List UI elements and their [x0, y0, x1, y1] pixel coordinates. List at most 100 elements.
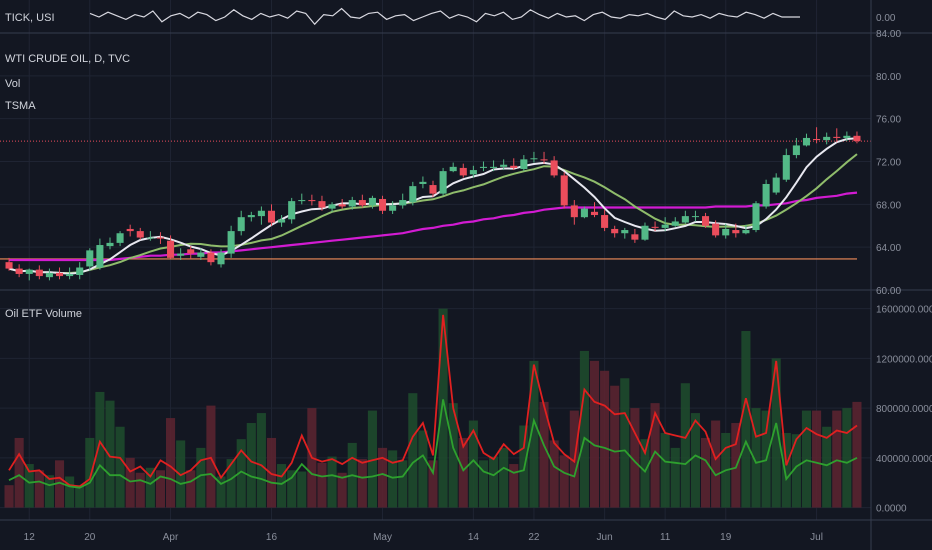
- volume-bar[interactable]: [216, 476, 226, 508]
- candle-body[interactable]: [722, 228, 730, 236]
- price-tick-label[interactable]: 76.00: [876, 115, 901, 126]
- candle-body[interactable]: [15, 268, 23, 274]
- candle-body[interactable]: [681, 216, 689, 223]
- x-tick-label[interactable]: Jul: [810, 532, 823, 543]
- volume-bar[interactable]: [801, 410, 812, 508]
- candle-body[interactable]: [520, 159, 528, 169]
- candle-body[interactable]: [318, 201, 326, 208]
- candle-body[interactable]: [368, 197, 376, 206]
- volume-bar[interactable]: [670, 447, 680, 508]
- tick-pane-tick-label[interactable]: 0.00: [876, 13, 896, 24]
- volume-bar[interactable]: [478, 460, 489, 508]
- volume-bar[interactable]: [277, 464, 287, 508]
- volume-tick-label[interactable]: 1600000.0000: [876, 305, 932, 316]
- candle-body[interactable]: [500, 164, 508, 167]
- volume-bar[interactable]: [4, 485, 14, 508]
- candle-body[interactable]: [580, 208, 588, 218]
- time-axis[interactable]: 12 20 Apr 16 May 14 22 Jun 11 19 Jul: [24, 532, 823, 543]
- volume-bar[interactable]: [579, 350, 589, 508]
- x-tick-label[interactable]: 20: [84, 532, 96, 543]
- volume-bar[interactable]: [700, 437, 711, 508]
- volume-bar[interactable]: [741, 331, 751, 508]
- volume-bar[interactable]: [832, 410, 842, 508]
- candle-body[interactable]: [298, 200, 306, 202]
- volume-bar[interactable]: [600, 370, 610, 508]
- volume-bar[interactable]: [357, 459, 367, 508]
- candle-body[interactable]: [257, 210, 265, 217]
- volume-bar[interactable]: [620, 378, 630, 508]
- candle-body[interactable]: [227, 231, 235, 254]
- volume-bar[interactable]: [509, 464, 519, 508]
- volume-bar[interactable]: [14, 437, 24, 508]
- volume-bar[interactable]: [85, 437, 95, 508]
- volume-bar[interactable]: [640, 439, 650, 508]
- volume-bar[interactable]: [499, 447, 509, 508]
- volume-bar[interactable]: [125, 457, 135, 508]
- volume-bar[interactable]: [771, 358, 781, 508]
- volume-bar[interactable]: [680, 383, 690, 508]
- candle-body[interactable]: [106, 242, 114, 247]
- price-tick-label[interactable]: 80.00: [876, 72, 901, 83]
- candle-body[interactable]: [570, 205, 578, 218]
- volume-bar[interactable]: [842, 408, 852, 508]
- candle-body[interactable]: [389, 205, 397, 211]
- candle-body[interactable]: [167, 240, 175, 258]
- volume-bar[interactable]: [34, 470, 44, 508]
- candle-body[interactable]: [5, 262, 13, 269]
- volume-bar[interactable]: [145, 467, 155, 508]
- price-tick-label[interactable]: 84.00: [876, 29, 901, 40]
- candle-body[interactable]: [631, 234, 639, 240]
- volume-bar[interactable]: [135, 472, 145, 508]
- volume-pane-title[interactable]: Oil ETF Volume: [5, 308, 82, 320]
- volume-bar[interactable]: [711, 420, 721, 508]
- volume-bar[interactable]: [44, 475, 54, 508]
- volume-bar[interactable]: [266, 437, 277, 508]
- candle-body[interactable]: [459, 167, 467, 176]
- volume-bar[interactable]: [226, 459, 236, 508]
- candle-body[interactable]: [237, 217, 245, 232]
- volume-bar[interactable]: [751, 408, 761, 508]
- volume-bar[interactable]: [549, 440, 559, 508]
- volume-bar[interactable]: [186, 470, 196, 508]
- candle-body[interactable]: [338, 204, 346, 207]
- candle-body[interactable]: [712, 223, 720, 236]
- candle-body[interactable]: [550, 160, 558, 176]
- candle-body[interactable]: [217, 252, 225, 265]
- candle-body[interactable]: [641, 225, 649, 240]
- x-tick-label[interactable]: 16: [266, 532, 278, 543]
- volume-bar[interactable]: [812, 410, 822, 508]
- price-pane-title[interactable]: WTI CRUDE OIL, D, TVC: [5, 53, 130, 65]
- candle-body[interactable]: [378, 198, 387, 211]
- volume-bar[interactable]: [105, 400, 115, 508]
- price-tick-label[interactable]: 72.00: [876, 158, 901, 169]
- volume-tick-label[interactable]: 800000.0000: [876, 404, 932, 415]
- candle-body[interactable]: [590, 211, 599, 216]
- volume-bar[interactable]: [408, 393, 418, 508]
- candle-body[interactable]: [510, 165, 518, 168]
- candle-body[interactable]: [490, 166, 498, 168]
- candle-body[interactable]: [45, 272, 53, 278]
- volume-bar[interactable]: [660, 432, 670, 508]
- candle-body[interactable]: [429, 185, 437, 194]
- candle-body[interactable]: [156, 237, 164, 239]
- candle-body[interactable]: [823, 136, 831, 141]
- volume-bar[interactable]: [176, 440, 186, 508]
- candle-body[interactable]: [742, 230, 750, 234]
- volume-bar[interactable]: [852, 401, 862, 508]
- candle-body[interactable]: [813, 139, 821, 141]
- price-tick-label[interactable]: 60.00: [876, 286, 901, 297]
- volume-bar[interactable]: [115, 426, 125, 508]
- volume-bar[interactable]: [166, 418, 176, 508]
- volume-bar[interactable]: [24, 464, 34, 508]
- candle-body[interactable]: [278, 219, 286, 223]
- volume-bar[interactable]: [297, 471, 307, 508]
- candle-body[interactable]: [207, 252, 215, 263]
- candle-body[interactable]: [661, 224, 669, 228]
- candle-body[interactable]: [55, 272, 64, 277]
- candle-body[interactable]: [126, 228, 134, 232]
- candle-body[interactable]: [540, 159, 548, 161]
- volume-bar[interactable]: [256, 413, 266, 508]
- candle-body[interactable]: [802, 137, 811, 146]
- candle-body[interactable]: [96, 245, 104, 268]
- volume-bar[interactable]: [327, 456, 337, 508]
